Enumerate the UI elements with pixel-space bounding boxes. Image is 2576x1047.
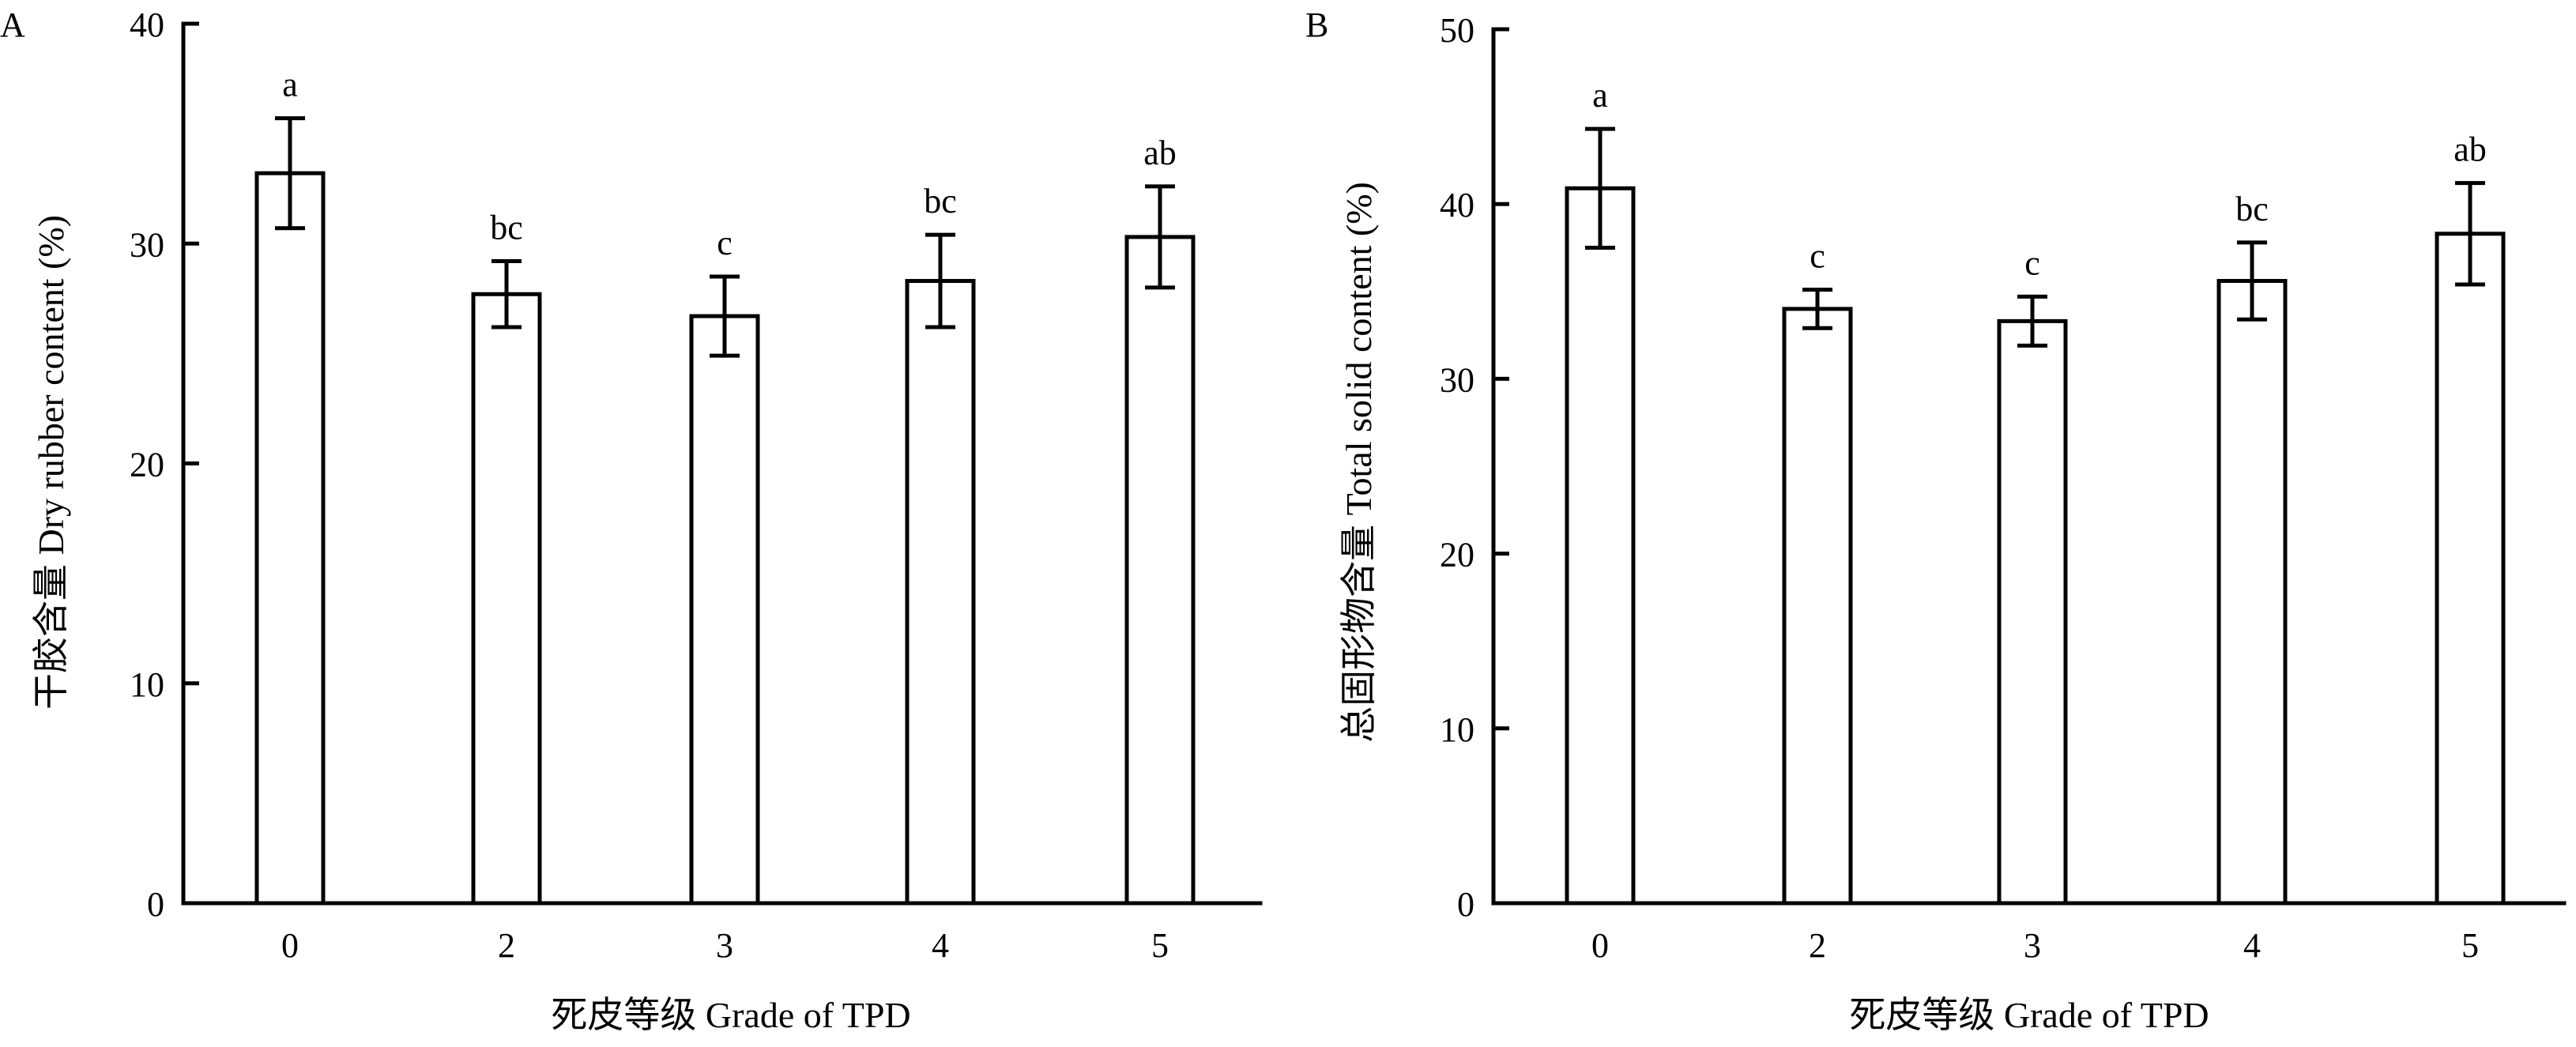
significance-label: ab bbox=[2454, 130, 2487, 169]
significance-label: bc bbox=[2235, 190, 2269, 228]
significance-label: c bbox=[717, 224, 733, 262]
panel-a-error-bars bbox=[275, 116, 1175, 358]
panel-a-x-ticks: 0 2 3 4 5 bbox=[281, 926, 1169, 965]
x-tick-label: 5 bbox=[1151, 926, 1169, 965]
bar bbox=[254, 171, 326, 906]
panel-a-x-axis-label: 死皮等级 Grade of TPD bbox=[551, 995, 910, 1035]
significance-label: c bbox=[2024, 243, 2040, 282]
significance-label: bc bbox=[924, 182, 957, 220]
panel-b: B a c c bc ab 0 10 20 30 40 50 0 2 3 4 5 死皮等级 Grade o… bbox=[1305, 6, 2567, 1035]
x-tick-label: 4 bbox=[932, 926, 949, 965]
panel-b-bars bbox=[1565, 186, 2506, 906]
panel-b-x-ticks: 0 2 3 4 5 bbox=[1591, 926, 2479, 965]
x-tick-label: 3 bbox=[716, 926, 733, 965]
bar bbox=[2216, 279, 2288, 906]
y-tick-label: 40 bbox=[130, 6, 164, 44]
x-tick-label: 5 bbox=[2461, 926, 2479, 965]
y-tick-label: 40 bbox=[1440, 186, 1474, 224]
bar bbox=[1997, 318, 2068, 906]
panel-a-y-ticks: 0 10 20 30 40 bbox=[130, 6, 199, 924]
x-tick-label: 4 bbox=[2243, 926, 2261, 965]
panel-a-y-axis-label: 干胶含量 Dry rubber content (%) bbox=[31, 215, 71, 710]
panel-b-y-ticks: 0 10 20 30 40 50 bbox=[1440, 11, 1509, 924]
bar bbox=[905, 279, 976, 906]
y-tick-label: 10 bbox=[1440, 710, 1474, 749]
bar bbox=[471, 292, 542, 906]
significance-label: c bbox=[1810, 237, 1825, 276]
panel-b-significance-labels: a c c bc ab bbox=[1592, 76, 2487, 282]
panel-a-label: A bbox=[0, 6, 25, 44]
y-tick-label: 0 bbox=[147, 885, 164, 924]
bar bbox=[1124, 235, 1196, 906]
y-tick-label: 0 bbox=[1457, 885, 1474, 924]
panel-b-label: B bbox=[1305, 6, 1328, 44]
significance-label: a bbox=[1592, 76, 1608, 115]
y-tick-label: 20 bbox=[130, 446, 164, 484]
panel-a-significance-labels: a bc c bc ab bbox=[282, 66, 1177, 262]
bar bbox=[1782, 307, 1853, 906]
significance-label: ab bbox=[1143, 134, 1177, 172]
panel-a: A a bc c bc ab 0 10 20 30 40 0 2 3 4 5 死皮等级 Grade of… bbox=[0, 6, 1263, 1035]
x-tick-label: 0 bbox=[1591, 926, 1609, 965]
panel-b-y-axis-label: 总固形物含量 Total solid content (%) bbox=[1339, 182, 1379, 743]
x-tick-label: 2 bbox=[498, 926, 515, 965]
panel-b-x-axis-label: 死皮等级 Grade of TPD bbox=[1849, 995, 2209, 1035]
significance-label: bc bbox=[490, 209, 523, 247]
y-tick-label: 10 bbox=[130, 665, 164, 704]
significance-label: a bbox=[282, 66, 298, 104]
y-tick-label: 30 bbox=[1440, 360, 1474, 399]
bar bbox=[1565, 186, 1636, 906]
bar bbox=[2435, 232, 2506, 906]
x-tick-label: 3 bbox=[2024, 926, 2041, 965]
y-tick-label: 50 bbox=[1440, 11, 1474, 50]
panel-b-error-bars bbox=[1585, 126, 2485, 348]
y-tick-label: 20 bbox=[1440, 536, 1474, 574]
y-tick-label: 30 bbox=[130, 225, 164, 264]
x-tick-label: 2 bbox=[1809, 926, 1826, 965]
bar bbox=[689, 314, 760, 906]
x-tick-label: 0 bbox=[281, 926, 299, 965]
